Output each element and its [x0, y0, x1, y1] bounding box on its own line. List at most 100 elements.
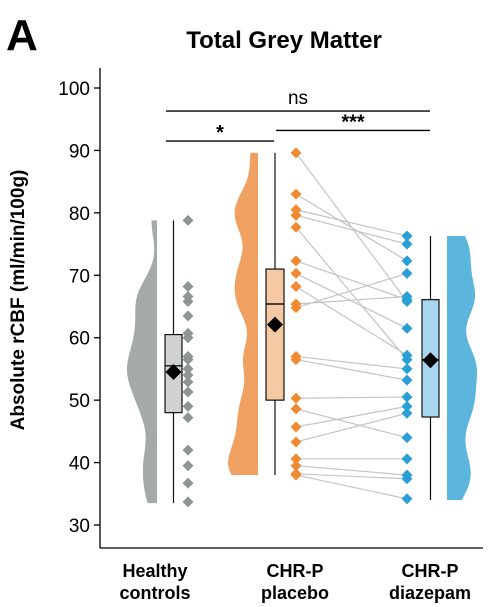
- significance-label: ns: [288, 88, 308, 109]
- data-points: [182, 147, 413, 508]
- density-cloud: [447, 235, 477, 501]
- data-point: [182, 296, 194, 308]
- data-point: [401, 432, 413, 444]
- data-point: [182, 400, 194, 412]
- pair-line: [295, 226, 408, 360]
- data-point: [182, 460, 194, 472]
- data-point: [401, 267, 413, 279]
- pair-line: [295, 474, 408, 500]
- data-point: [401, 453, 413, 465]
- y-axis-label: Absolute rCBF (ml/min/100g): [8, 170, 29, 431]
- y-tick-label: 40: [69, 454, 90, 475]
- data-point: [290, 403, 302, 415]
- data-point: [182, 281, 194, 293]
- boxplots: [164, 152, 440, 504]
- x-category-label-line1: Healthy: [122, 561, 187, 581]
- data-point: [182, 376, 194, 388]
- y-tick-label: 60: [69, 329, 90, 350]
- data-point: [182, 477, 194, 489]
- axes: 30 40 50 60 70 80 90 100: [58, 68, 483, 549]
- data-point: [290, 267, 302, 279]
- x-category-label-line1: CHR-P: [267, 561, 324, 581]
- data-point: [182, 496, 194, 508]
- pair-line: [295, 358, 408, 381]
- data-point: [401, 255, 413, 267]
- x-category-label-line2: controls: [119, 583, 190, 603]
- data-point: [401, 400, 413, 412]
- pair-line: [295, 214, 408, 245]
- chart-title: Total Grey Matter: [186, 27, 382, 54]
- data-point: [290, 255, 302, 267]
- mean-marker: [267, 316, 283, 333]
- panel-letter: A: [6, 11, 38, 60]
- data-point: [290, 421, 302, 433]
- data-point: [290, 302, 302, 314]
- data-point: [401, 374, 413, 386]
- data-point: [290, 221, 302, 233]
- pair-line: [295, 355, 408, 370]
- data-point: [182, 369, 194, 381]
- data-point: [401, 493, 413, 505]
- data-point: [401, 363, 413, 375]
- data-point: [290, 188, 302, 200]
- data-point: [401, 322, 413, 334]
- significance-label: ***: [341, 111, 365, 133]
- pair-line: [295, 209, 408, 237]
- data-point: [290, 354, 302, 366]
- mean-marker: [422, 352, 439, 369]
- data-point: [182, 310, 194, 322]
- data-point: [182, 354, 194, 366]
- mean-markers: [165, 316, 439, 381]
- data-point: [401, 473, 413, 485]
- data-point: [401, 296, 413, 308]
- data-point: [182, 386, 194, 398]
- y-tick-label: 30: [69, 516, 90, 537]
- data-point: [290, 453, 302, 465]
- data-point: [182, 332, 194, 344]
- data-point: [290, 209, 302, 221]
- data-point: [401, 230, 413, 242]
- y-tick-label: 100: [58, 79, 90, 100]
- data-point: [182, 214, 194, 226]
- significance-brackets: ns* ***: [166, 88, 430, 144]
- y-tick-label: 90: [69, 141, 90, 162]
- data-point: [401, 354, 413, 366]
- x-category-label-line2: placebo: [261, 583, 329, 603]
- y-tick-label: 50: [69, 391, 90, 412]
- data-point: [290, 460, 302, 472]
- pair-line: [295, 396, 408, 399]
- data-point: [401, 391, 413, 403]
- data-point: [182, 363, 194, 375]
- pair-line: [295, 405, 408, 428]
- mean-marker: [165, 364, 182, 381]
- data-point: [401, 238, 413, 250]
- data-point: [290, 436, 302, 448]
- paired-lines: [295, 152, 408, 500]
- pair-line: [295, 408, 408, 439]
- box: [265, 268, 285, 401]
- pair-line: [295, 286, 408, 356]
- x-category-label-line2: diazepam: [389, 583, 471, 603]
- data-point: [182, 444, 194, 456]
- data-point: [401, 407, 413, 419]
- data-point: [290, 281, 302, 293]
- density-cloud: [228, 152, 258, 476]
- pair-line: [295, 465, 408, 476]
- density-cloud: [127, 220, 157, 504]
- pair-line: [295, 272, 408, 309]
- pair-line: [295, 193, 408, 262]
- data-point: [290, 392, 302, 404]
- data-point: [290, 147, 302, 159]
- significance-label: *: [216, 122, 224, 144]
- pair-line: [295, 272, 408, 329]
- pair-line: [295, 473, 408, 480]
- pair-line: [295, 260, 408, 301]
- data-point: [182, 412, 194, 424]
- pair-line: [295, 412, 408, 443]
- density-clouds: [127, 152, 477, 504]
- pair-line: [295, 295, 408, 305]
- y-tick-label: 80: [69, 204, 90, 225]
- y-tick-label: 70: [69, 266, 90, 287]
